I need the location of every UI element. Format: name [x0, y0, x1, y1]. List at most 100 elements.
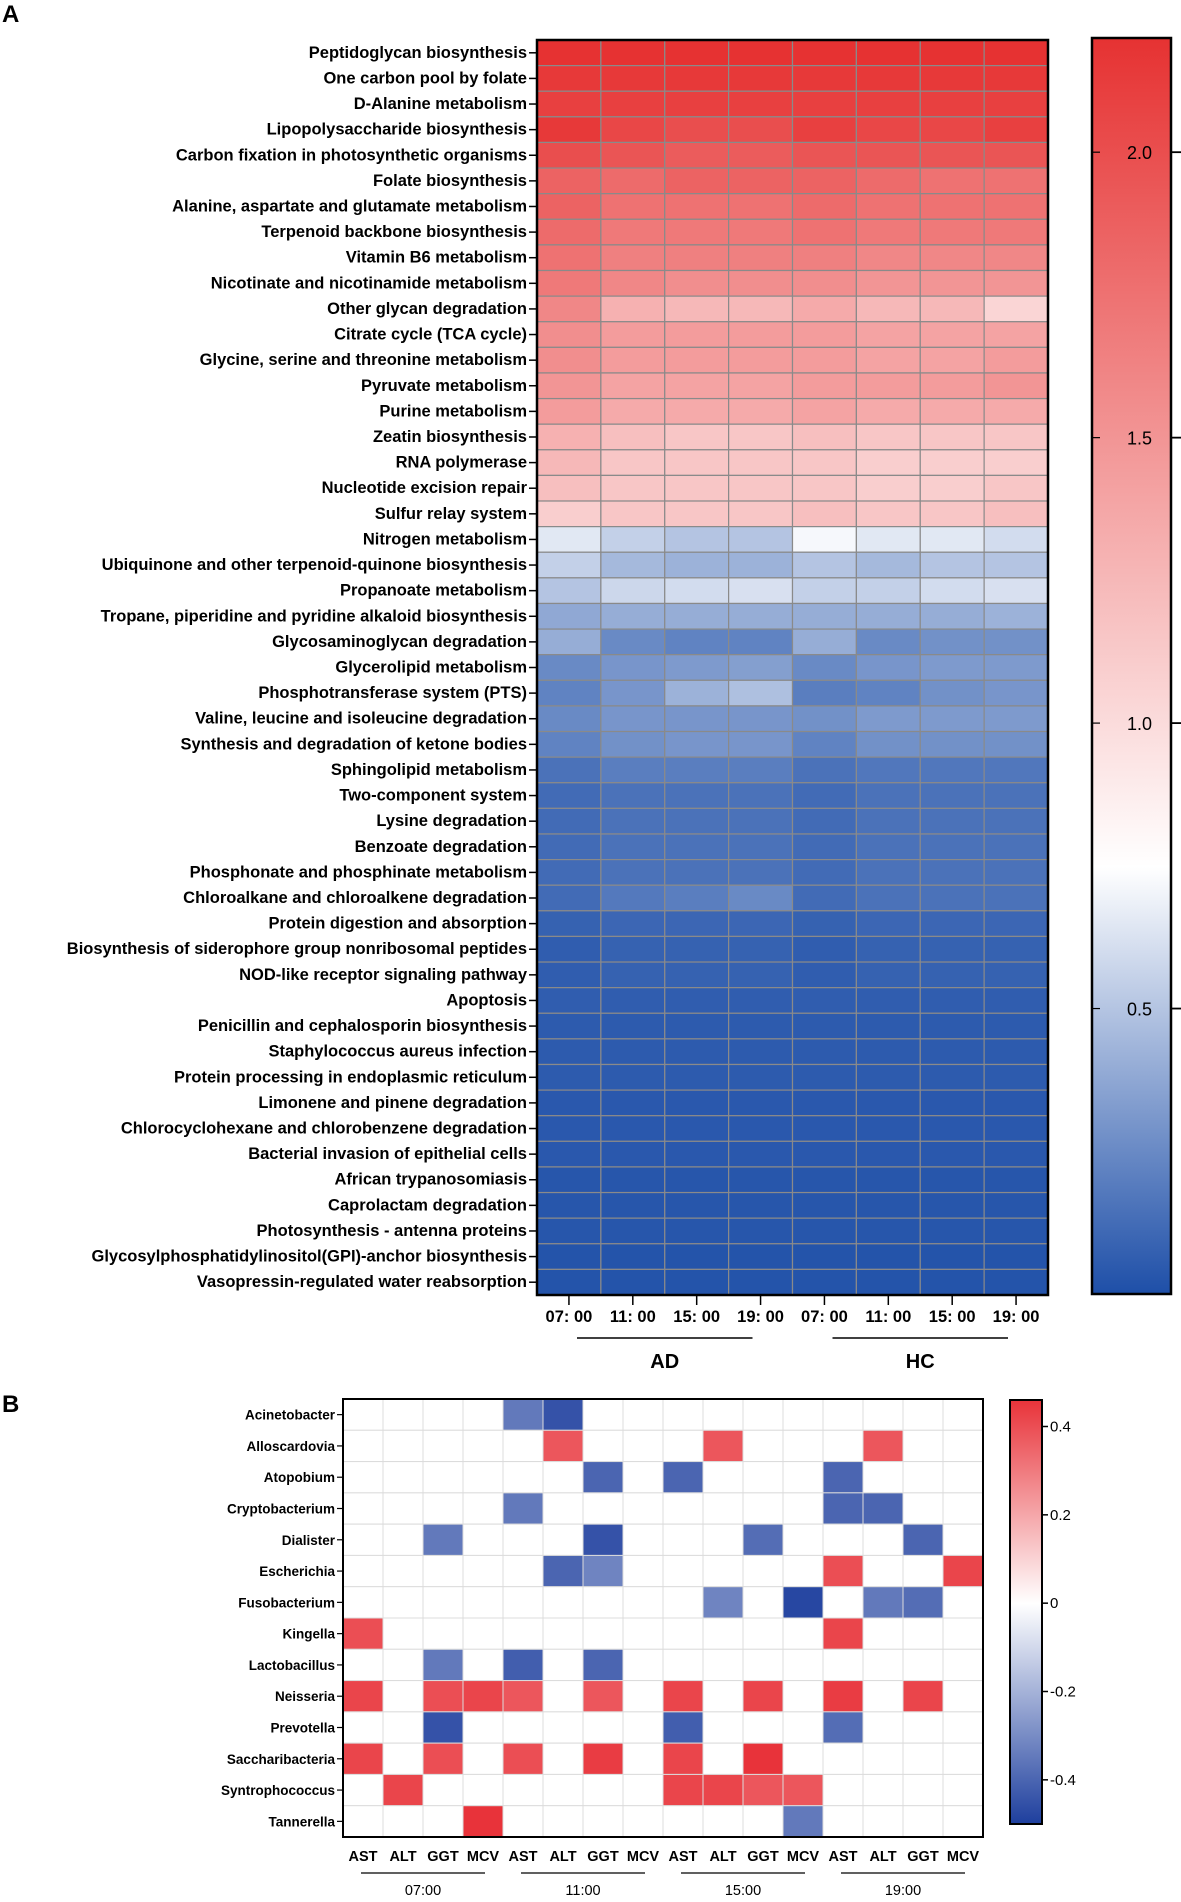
heatmap-a-cell	[855, 39, 921, 67]
heatmap-a-cell	[664, 1038, 730, 1066]
heatmap-b-cell	[342, 1648, 384, 1682]
heatmap-b-cell	[902, 1617, 944, 1650]
heatmap-a-cell	[855, 1166, 921, 1194]
heatmap-a-cell	[791, 1191, 857, 1219]
heatmap-a-cell	[919, 730, 985, 758]
heatmap-b-cell	[662, 1648, 704, 1682]
heatmap-a-cell	[791, 1089, 857, 1117]
heatmap-b-cell	[662, 1742, 704, 1775]
heatmap-b-cell	[502, 1398, 544, 1431]
heatmap-a-cell	[600, 474, 666, 502]
heatmap-b-cell	[862, 1742, 904, 1775]
heatmap-b-cell	[702, 1648, 744, 1682]
heatmap-b-cell	[742, 1742, 784, 1775]
heatmap-b-cell	[942, 1586, 984, 1619]
heatmap-b-cell	[342, 1461, 384, 1494]
heatmap-a-row-label: Photosynthesis - antenna proteins	[257, 1222, 527, 1240]
heatmap-b-cell	[542, 1617, 584, 1650]
heatmap-b-cell	[622, 1398, 664, 1431]
heatmap-a-cell	[919, 987, 985, 1014]
heatmap-b-row-label: Tannerella	[268, 1814, 335, 1829]
heatmap-b-cell	[542, 1680, 584, 1713]
heatmap-a-cell	[791, 39, 857, 67]
heatmap-a-cell	[536, 526, 602, 553]
heatmap-b-group-label: 07:00	[405, 1883, 441, 1899]
heatmap-a-cell	[983, 1217, 1049, 1245]
heatmap-b-cell	[662, 1711, 704, 1744]
heatmap-a-row-label: Lipopolysaccharide biosynthesis	[267, 121, 527, 139]
heatmap-a-cell	[983, 526, 1049, 553]
heatmap-a-cell	[791, 1012, 857, 1040]
heatmap-a-cell	[983, 218, 1049, 246]
heatmap-b-col-label: MCV	[627, 1849, 660, 1865]
heatmap-b-cell	[822, 1429, 864, 1463]
heatmap-a-cell	[855, 577, 921, 605]
heatmap-a-cell	[536, 730, 602, 758]
heatmap-a-cell	[855, 730, 921, 758]
heatmap-a-cell	[536, 1115, 602, 1142]
heatmap-a-cell	[600, 935, 666, 963]
heatmap-a-cell	[536, 1268, 602, 1296]
heatmap-b-cell	[582, 1711, 624, 1744]
heatmap-a-row-label: Phosphonate and phosphinate metabolism	[190, 863, 527, 881]
heatmap-a-cell	[664, 782, 730, 809]
colorbar-b-ticks: 0.4 0.2 0 -0.2 -0.4	[1042, 1419, 1076, 1789]
heatmap-a-cell	[919, 654, 985, 681]
heatmap-a-cell	[855, 1089, 921, 1117]
heatmap-a-cell	[664, 654, 730, 681]
heatmap-a-cell	[919, 833, 985, 861]
heatmap-b-cell	[502, 1617, 544, 1650]
heatmap-b-cell	[782, 1461, 824, 1494]
heatmap-b-cell	[622, 1523, 664, 1556]
heatmap-a-cell	[919, 500, 985, 528]
heatmap-a-row-label: Glycosaminoglycan degradation	[272, 633, 527, 651]
heatmap-a-cell	[919, 90, 985, 118]
heatmap-b-cell	[742, 1617, 784, 1650]
heatmap-a-cell	[664, 910, 730, 938]
heatmap-a-cell	[536, 833, 602, 861]
heatmap-a-cell	[664, 500, 730, 528]
heatmap-a-cell	[983, 833, 1049, 861]
heatmap-a-cell	[855, 449, 921, 477]
heatmap-b-cell	[942, 1805, 984, 1838]
heatmap-a-cell	[919, 269, 985, 297]
heatmap-a-cell	[791, 833, 857, 861]
heatmap-a-cell	[728, 654, 794, 681]
heatmap-b-cell	[502, 1648, 544, 1682]
heatmap-a-cell	[855, 1115, 921, 1142]
heatmap-a-cell	[919, 884, 985, 912]
heatmap-a-cell	[791, 193, 857, 220]
heatmap-b-cell	[902, 1398, 944, 1431]
heatmap-a-row-label: Propanoate metabolism	[340, 582, 527, 600]
heatmap-a-cell	[919, 1191, 985, 1219]
heatmap-a-cell	[664, 269, 730, 297]
heatmap-b-cell	[822, 1554, 864, 1588]
heatmap-b-cell	[782, 1711, 824, 1744]
heatmap-a-cell	[728, 167, 794, 195]
heatmap-a-row-label: Synthesis and degradation of ketone bodi…	[180, 735, 527, 753]
heatmap-a-cell	[855, 321, 921, 348]
heatmap-a-cell	[791, 423, 857, 451]
heatmap-a-cell	[919, 1089, 985, 1117]
heatmap-b-cell	[702, 1773, 744, 1807]
heatmap-a-cell	[983, 1191, 1049, 1219]
heatmap-b-cell	[862, 1523, 904, 1556]
heatmap-b-cell	[662, 1398, 704, 1431]
heatmap-a-cell	[600, 39, 666, 67]
heatmap-a-cell	[855, 756, 921, 784]
heatmap-b-col-label: AST	[349, 1849, 378, 1865]
heatmap-b-cell	[942, 1742, 984, 1775]
heatmap-a-cell	[919, 295, 985, 323]
heatmap-a-row-label: Glycine, serine and threonine metabolism	[200, 351, 527, 369]
heatmap-a-row-label: Protein processing in endoplasmic reticu…	[174, 1068, 527, 1086]
heatmap-a-cell	[664, 858, 730, 886]
heatmap-b-cell	[422, 1805, 464, 1838]
heatmap-b-cell	[382, 1742, 424, 1775]
heatmap-a-cell	[536, 782, 602, 809]
heatmap-a-row-label: Biosynthesis of siderophore group nonrib…	[67, 940, 527, 958]
heatmap-a-cell	[536, 193, 602, 220]
heatmap-a-cell	[664, 474, 730, 502]
heatmap-b-cell	[662, 1680, 704, 1713]
colorbar-a-tick-label: 1.5	[1127, 429, 1152, 449]
heatmap-a-cell	[536, 397, 602, 425]
